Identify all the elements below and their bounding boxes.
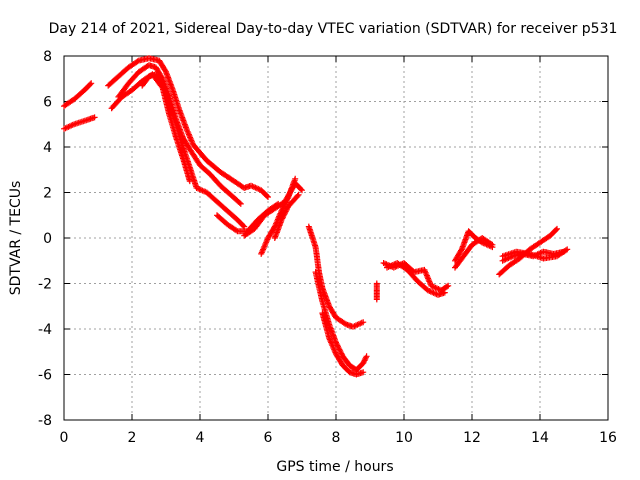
data-track [452,235,496,271]
data-track [271,191,302,241]
data-point [292,175,299,182]
y-tick-label: 0 [43,231,52,247]
data-track [384,260,448,298]
x-tick-label: 10 [395,430,413,446]
data-point [236,199,243,206]
data-track [139,71,248,230]
x-tick-labels: 0 2 4 6 8 10 12 14 16 [60,430,617,446]
y-tick-label: 4 [43,140,52,156]
data-track [312,269,370,373]
x-tick-label: 4 [196,430,205,446]
data-point [441,289,448,296]
data-point [88,80,95,87]
data-point [91,114,98,121]
y-tick-label: -8 [38,413,52,429]
data-point [134,58,141,65]
data-track [108,71,193,185]
y-tick-label: -4 [38,322,52,338]
y-tick-label: -2 [38,277,52,293]
data-track [61,80,95,110]
axis-ticks [63,55,609,421]
grid-lines [64,56,608,420]
data-point [299,187,305,194]
data-point [237,200,244,207]
y-tick-label: 6 [43,95,52,111]
data-track [258,175,299,257]
data-track [61,114,98,132]
y-tick-label: 2 [43,186,52,202]
data-point [360,369,367,376]
x-tick-label: 0 [60,430,69,446]
data-point [360,319,367,326]
x-tick-label: 6 [264,430,273,446]
data-point [87,81,94,88]
data-point [186,178,193,185]
y-tick-label: -6 [38,368,52,384]
data-point [233,227,240,234]
data-point [240,222,247,229]
data-point [489,241,496,248]
x-tick-label: 12 [463,430,481,446]
data-track [319,310,367,378]
data-track [499,246,571,262]
data-point [554,225,560,232]
data-point [279,215,286,222]
data-point [564,246,571,253]
data-point [445,282,452,289]
data-point [562,247,569,254]
x-tick-label: 8 [332,430,341,446]
y-axis-label: SDTVAR / TECUs [8,181,24,296]
data-track [373,280,380,303]
data-point [488,241,495,247]
data-point [295,191,302,198]
x-tick-label: 16 [599,430,617,446]
data-point [363,353,370,360]
data-point [264,193,270,200]
chart-title: Day 214 of 2021, Sidereal Day-to-day VTE… [49,21,618,37]
data-point [373,296,380,303]
y-tick-label: 8 [43,49,52,65]
data-point [298,186,304,193]
data-track [305,223,367,330]
data-markers [61,55,571,378]
x-axis-label: GPS time / hours [276,459,393,475]
data-point [294,192,301,199]
data-point [158,83,165,90]
y-tick-labels: -8 -6 -4 -2 0 2 4 6 8 [38,49,52,429]
data-point [444,283,451,290]
x-tick-label: 14 [531,430,549,446]
data-track [105,55,271,200]
x-tick-label: 2 [128,430,137,446]
data-point [553,226,559,233]
data-point [341,320,348,327]
data-point [265,194,271,200]
data-point [162,67,169,74]
